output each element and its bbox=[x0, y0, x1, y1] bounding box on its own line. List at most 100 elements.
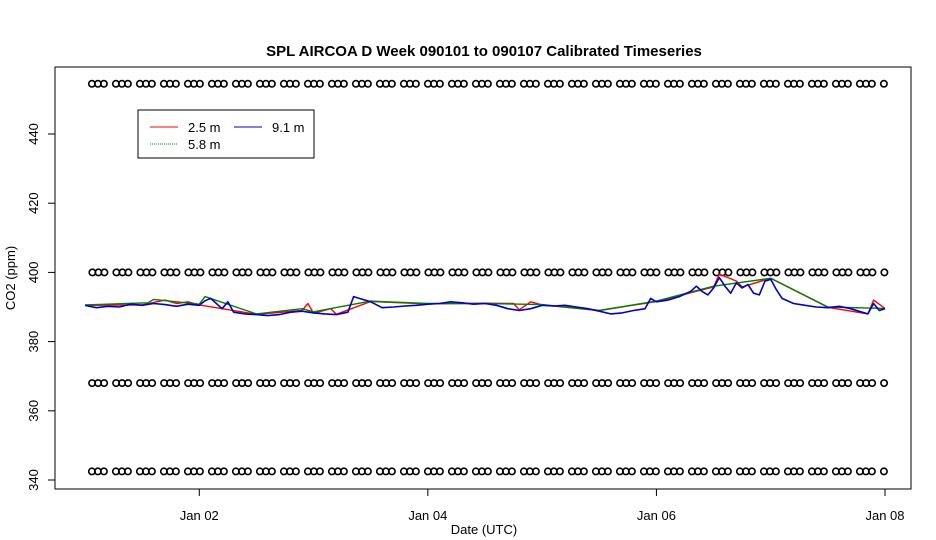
calibration-point bbox=[460, 379, 469, 388]
y-tick-label: 420 bbox=[26, 192, 41, 214]
calibration-point bbox=[772, 268, 781, 277]
calibration-point bbox=[675, 79, 684, 88]
y-tick-label: 380 bbox=[26, 331, 41, 353]
calibration-point bbox=[747, 79, 756, 88]
calibration-point bbox=[795, 79, 804, 88]
calibration-point bbox=[123, 79, 132, 88]
calibration-point bbox=[459, 467, 468, 476]
calibration-point bbox=[459, 79, 468, 88]
calibration-point bbox=[100, 268, 109, 277]
calibration-point bbox=[676, 268, 685, 277]
calibration-point bbox=[363, 467, 372, 476]
calibration-point bbox=[820, 268, 829, 277]
calibration-point bbox=[315, 79, 324, 88]
calibration-point bbox=[699, 467, 708, 476]
x-axis: Jan 02 Jan 04 Jan 06 Jan 08 bbox=[180, 488, 905, 523]
calibration-points bbox=[87, 79, 889, 476]
calibration-point bbox=[292, 268, 301, 277]
calibration-point bbox=[244, 268, 253, 277]
calibration-point bbox=[100, 379, 109, 388]
calibration-point bbox=[340, 379, 349, 388]
y-tick-label: 360 bbox=[26, 400, 41, 422]
calibration-point bbox=[771, 467, 780, 476]
calibration-point bbox=[340, 268, 349, 277]
calibration-point bbox=[195, 79, 204, 88]
calibration-point bbox=[123, 467, 132, 476]
calibration-point bbox=[748, 379, 757, 388]
calibration-point bbox=[531, 467, 540, 476]
series-line-9-1-m bbox=[84, 276, 886, 317]
calibration-point bbox=[267, 79, 276, 88]
calibration-point bbox=[244, 379, 253, 388]
calibration-point bbox=[532, 268, 541, 277]
calibration-point bbox=[603, 79, 612, 88]
calibration-point bbox=[484, 379, 493, 388]
calibration-point bbox=[243, 467, 252, 476]
calibration-point bbox=[555, 79, 564, 88]
calibration-point bbox=[196, 268, 205, 277]
calibration-point bbox=[339, 79, 348, 88]
calibration-point bbox=[268, 268, 277, 277]
calibration-point bbox=[507, 467, 516, 476]
calibration-point bbox=[724, 379, 733, 388]
calibration-point bbox=[868, 379, 877, 388]
calibration-point bbox=[879, 467, 888, 476]
calibration-point bbox=[771, 79, 780, 88]
calibration-point bbox=[435, 79, 444, 88]
calibration-point bbox=[364, 268, 373, 277]
calibration-point bbox=[508, 379, 517, 388]
calibration-point bbox=[267, 467, 276, 476]
x-axis-label: Date (UTC) bbox=[451, 522, 517, 537]
calibration-point bbox=[219, 467, 228, 476]
calibration-point bbox=[387, 79, 396, 88]
calibration-point bbox=[555, 467, 564, 476]
calibration-point bbox=[627, 79, 636, 88]
calibration-point bbox=[724, 268, 733, 277]
calibration-point bbox=[171, 467, 180, 476]
calibration-point bbox=[579, 79, 588, 88]
calibration-point bbox=[820, 379, 829, 388]
calibration-point bbox=[880, 379, 889, 388]
calibration-point bbox=[819, 467, 828, 476]
y-tick-label: 340 bbox=[26, 469, 41, 491]
calibration-point bbox=[843, 467, 852, 476]
calibration-point bbox=[772, 379, 781, 388]
calibration-point bbox=[316, 268, 325, 277]
calibration-point bbox=[99, 79, 108, 88]
calibration-point bbox=[148, 379, 157, 388]
calibration-point bbox=[879, 79, 888, 88]
calibration-point bbox=[580, 268, 589, 277]
calibration-point bbox=[435, 467, 444, 476]
series-line-5-8-m bbox=[84, 277, 886, 315]
calibration-point bbox=[411, 79, 420, 88]
calibration-point bbox=[844, 379, 853, 388]
calibration-point bbox=[700, 268, 709, 277]
calibration-point bbox=[796, 268, 805, 277]
calibration-point bbox=[868, 268, 877, 277]
y-tick-label: 440 bbox=[26, 123, 41, 145]
calibration-point bbox=[652, 268, 661, 277]
calibration-point bbox=[880, 268, 889, 277]
calibration-point bbox=[436, 379, 445, 388]
x-tick-label: Jan 06 bbox=[637, 508, 676, 523]
calibration-point bbox=[291, 467, 300, 476]
calibration-point bbox=[220, 379, 229, 388]
calibration-point bbox=[795, 467, 804, 476]
calibration-point bbox=[796, 379, 805, 388]
calibration-point bbox=[291, 79, 300, 88]
calibration-point bbox=[556, 268, 565, 277]
calibration-point bbox=[556, 379, 565, 388]
calibration-point bbox=[292, 379, 301, 388]
legend: 2.5 m 5.8 m 9.1 m bbox=[137, 109, 315, 159]
calibration-point bbox=[99, 467, 108, 476]
calibration-point bbox=[268, 379, 277, 388]
x-tick-label: Jan 04 bbox=[408, 508, 447, 523]
calibration-point bbox=[315, 467, 324, 476]
series-lines bbox=[84, 273, 886, 317]
calibration-point bbox=[388, 268, 397, 277]
calibration-point bbox=[628, 268, 637, 277]
calibration-point bbox=[220, 268, 229, 277]
calibration-point bbox=[603, 467, 612, 476]
legend-label-9-1m: 9.1 m bbox=[272, 120, 305, 135]
calibration-point bbox=[843, 79, 852, 88]
